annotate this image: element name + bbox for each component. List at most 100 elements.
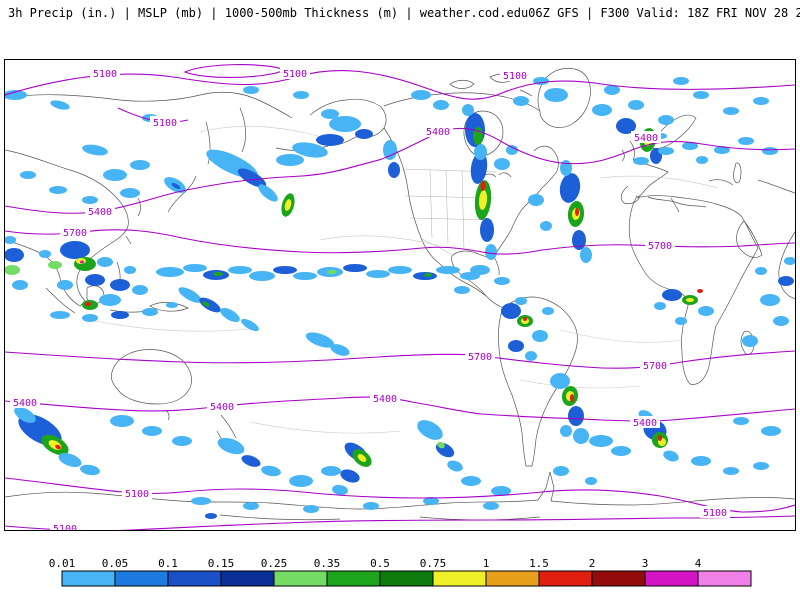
precip-cell: [258, 184, 278, 202]
precip-cell: [120, 188, 140, 198]
contour-label-mask: [207, 400, 237, 412]
precip-cell: [82, 144, 108, 156]
precip-cell: [480, 218, 494, 242]
precip-cell: [559, 173, 581, 203]
colorbar-segment: [538, 570, 593, 587]
precip-cell: [423, 497, 439, 505]
thickness-contour-label: 5100: [283, 69, 307, 80]
precip-cell: [572, 230, 586, 250]
precip-cell: [5, 236, 16, 244]
precip-cell: [220, 308, 240, 322]
precip-cell: [778, 276, 794, 286]
precip-cell: [723, 467, 739, 475]
precip-cell: [355, 129, 373, 139]
precip-cell: [110, 415, 134, 427]
precip-cell: [585, 477, 597, 485]
colorbar-tick-label: 1: [483, 557, 490, 570]
precip-cell: [243, 86, 259, 94]
precip-cell: [228, 266, 252, 274]
colorbar-segment: [220, 570, 275, 587]
colorbar-tick-label: 0.25: [261, 557, 288, 570]
precip-cell: [553, 466, 569, 476]
thickness-contour-label: 5400: [88, 207, 112, 218]
contour-label-mask: [150, 116, 180, 128]
precip-cell: [686, 298, 694, 302]
precip-cell: [523, 317, 527, 321]
precip-cell: [14, 407, 36, 423]
precip-cell: [166, 302, 178, 308]
precip-cell: [575, 208, 579, 216]
precip-cell: [85, 302, 91, 306]
precip-cell: [142, 308, 158, 316]
precip-cell: [475, 144, 487, 160]
precip-cell: [50, 100, 70, 110]
colorbar-segment: [61, 570, 116, 587]
precip-cell: [525, 351, 537, 361]
precip-cell: [515, 297, 527, 305]
precip-cell: [658, 147, 674, 155]
precip-cell: [508, 340, 524, 352]
precip-cell: [103, 169, 127, 181]
precip-cell: [494, 277, 510, 285]
colorbar-tick-label: 4: [695, 557, 702, 570]
contour-label-mask: [423, 125, 453, 137]
precip-cell: [20, 171, 36, 179]
precip-cell: [217, 437, 245, 455]
precip-cell: [628, 100, 644, 110]
colorbar-segment: [326, 570, 381, 587]
precip-cell: [568, 406, 584, 426]
precip-cell: [183, 264, 207, 272]
precip-cell: [55, 444, 61, 450]
precip-cell: [60, 241, 90, 259]
thickness-contour-label: 5400: [210, 402, 234, 413]
precip-cell: [673, 77, 689, 85]
precip-cell: [696, 156, 708, 164]
precip-cell: [753, 462, 769, 470]
colorbar-tick-label: 3: [642, 557, 649, 570]
precip-cell: [604, 85, 620, 95]
precip-cell: [753, 97, 769, 105]
colorbar-tick-label: 1.5: [529, 557, 549, 570]
precip-cell: [205, 513, 217, 519]
precip-cell: [199, 297, 221, 313]
precip-cell: [191, 497, 211, 505]
precip-cell: [542, 307, 554, 315]
thickness-contour-labels: 5100 5100 51005100540054005400570057005700…: [10, 67, 730, 530]
precip-cell: [633, 157, 649, 165]
precip-cell: [755, 267, 767, 275]
precip-cell: [99, 294, 121, 306]
contour-label-mask: [90, 67, 120, 79]
run-valid-info: 06Z GFS | F300 Valid: 18Z FRI NOV 28 202…: [528, 6, 800, 20]
precip-cell: [447, 460, 463, 472]
precip-cell: [388, 162, 400, 178]
colorbar-tick-label: 0.35: [314, 557, 341, 570]
precip-cell: [589, 435, 613, 447]
contour-label-mask: [122, 487, 152, 499]
thickness-contour-label: 5400: [633, 418, 657, 429]
precip-cell: [172, 436, 192, 446]
precip-cell: [330, 344, 350, 356]
precip-cell: [540, 221, 552, 231]
precip-cell: [289, 475, 313, 487]
precip-cell: [57, 280, 73, 290]
precip-cell: [411, 90, 431, 100]
precip-cell: [480, 181, 486, 191]
contour-label-mask: [640, 359, 670, 371]
thickness-contour-label: 5100: [703, 508, 727, 519]
precip-cell: [544, 88, 568, 102]
precip-cell: [760, 294, 780, 306]
precip-cell: [570, 394, 574, 402]
colorbar-segment: [114, 570, 169, 587]
precip-cell: [329, 116, 361, 132]
precip-cell: [483, 502, 499, 510]
precip-cell: [494, 158, 510, 170]
thickness-contour-label: 5700: [63, 228, 87, 239]
precip-cell: [733, 417, 749, 425]
precip-cell: [97, 257, 113, 267]
precip-colorbar: 0.01 0.05 0.1 0.15 0.25 0.35 0.5 0.75 1 1.5 2 3 4: [49, 557, 752, 587]
precip-cell: [82, 196, 98, 204]
precip-cell: [132, 285, 148, 295]
precip-cell: [293, 272, 317, 280]
precip-cell: [305, 332, 335, 348]
precip-cell: [658, 115, 674, 125]
